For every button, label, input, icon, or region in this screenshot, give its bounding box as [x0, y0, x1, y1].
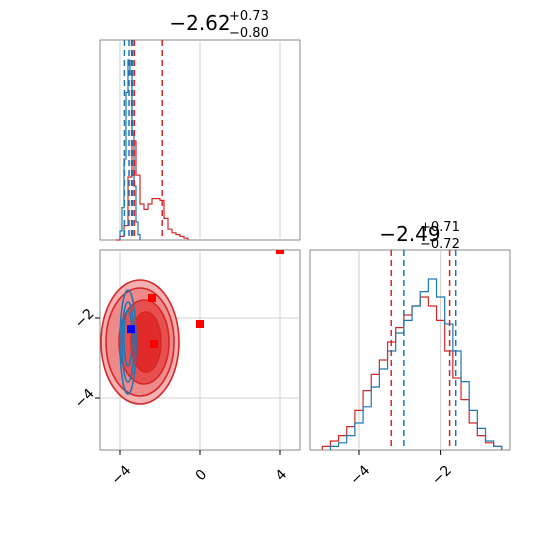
- panel-c-marker: [150, 340, 158, 348]
- panel-c-markers: [127, 250, 284, 348]
- panel-c-xticks: −4 0 4: [108, 450, 290, 488]
- panel-d-histograms: [321, 278, 503, 450]
- panel-d-histogram-series: [329, 278, 503, 450]
- panel-c-yticks: −2 −4: [72, 306, 100, 412]
- panel-d-quantile-lines: [390, 250, 457, 450]
- panel-d-title-lower: −0.72: [420, 237, 460, 252]
- panel-a-grid: [119, 40, 281, 240]
- panel-c-xtick-label: −4: [108, 462, 134, 488]
- panel-a-histogram-series: [116, 140, 189, 241]
- panel-c-xtick-label: 0: [193, 467, 211, 485]
- panel-c-ytick-label: −4: [72, 386, 98, 412]
- panel-d-xtick-label: −2: [429, 462, 455, 488]
- panel-c-marker: [196, 320, 204, 328]
- panel-d-grid: [358, 250, 442, 450]
- panel-top-left-histogram: −2.62 +0.73 −0.80: [99, 9, 301, 241]
- panel-a-title-upper: +0.73: [229, 9, 269, 24]
- panel-c-contours: [100, 279, 180, 405]
- panel-a-title-lower: −0.80: [229, 26, 269, 41]
- panel-c-blue-contour: [123, 309, 133, 367]
- panel-bottom-left-contour: −4 0 4 −2 −4: [72, 249, 301, 488]
- panel-d-title: −2.49: [379, 222, 440, 246]
- panel-d-xticks: −4 −2: [347, 450, 455, 488]
- panel-d-xtick-label: −4: [347, 462, 373, 488]
- panel-d-frame: [309, 249, 511, 451]
- panel-a-histograms: [116, 59, 189, 241]
- panel-bottom-right-histogram: −4 −2 −2.49 +0.71 −0.72: [309, 220, 511, 488]
- panel-a-title: −2.62: [169, 11, 230, 35]
- panel-c-blue-contour: [121, 301, 135, 383]
- panel-c-marker: [148, 294, 156, 302]
- panel-a-quantile-lines: [123, 40, 163, 240]
- panel-c-blue-contour: [119, 289, 137, 395]
- panel-c-marker: [276, 250, 284, 254]
- panel-c-xtick-label: 4: [273, 467, 291, 485]
- panel-c-marker: [127, 325, 135, 334]
- panel-a-histogram-series: [119, 59, 141, 240]
- panel-d-title-upper: +0.71: [420, 220, 460, 235]
- panel-c-ytick-label: −2: [72, 306, 98, 332]
- panel-c-red-contour: [130, 311, 162, 373]
